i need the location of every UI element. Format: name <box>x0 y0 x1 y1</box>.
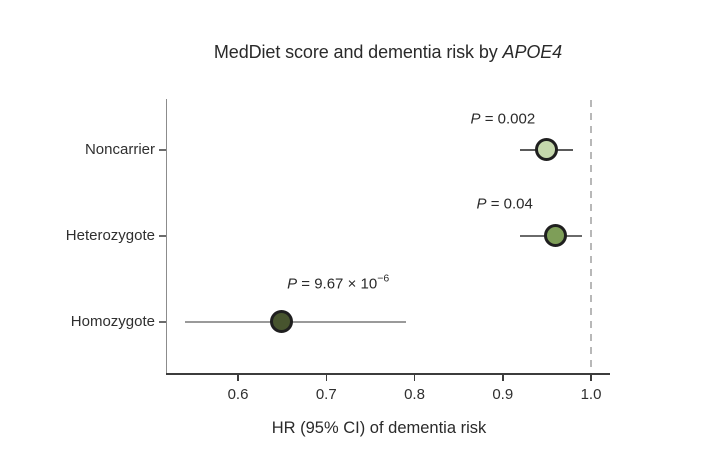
x-axis-tick-label: 0.8 <box>404 386 425 403</box>
y-axis-tick <box>159 235 166 237</box>
reference-line <box>590 100 592 372</box>
x-axis-line <box>166 373 610 375</box>
x-axis-label: HR (95% CI) of dementia risk <box>271 419 487 437</box>
p-value-label: P = 0.002 <box>471 111 536 128</box>
p-value-label: P = 0.04 <box>477 196 533 213</box>
hazard-ratio-marker <box>543 224 567 247</box>
x-axis-tick-label: 0.6 <box>227 386 249 403</box>
p-symbol: P <box>470 110 481 128</box>
p-equals: = <box>297 275 315 293</box>
hazard-ratio-marker <box>270 310 294 333</box>
category-label: Homozygote <box>70 313 155 330</box>
p-symbol: P <box>287 275 298 293</box>
x-axis-tick <box>325 374 327 381</box>
chart-title-gene: APOE4 <box>502 42 563 62</box>
p-value-exponent: −6 <box>377 272 390 285</box>
y-axis-tick <box>159 321 166 323</box>
x-axis-tick <box>502 374 504 381</box>
x-axis-tick-label: 0.9 <box>492 386 514 403</box>
category-label: Heterozygote <box>65 227 155 244</box>
x-axis-tick <box>590 374 592 381</box>
y-axis-tick <box>159 149 166 151</box>
p-value: 9.67 × 10 <box>314 275 378 293</box>
hazard-ratio-marker <box>534 138 558 161</box>
x-axis-tick-label: 0.7 <box>315 386 337 403</box>
x-axis-tick <box>413 374 416 381</box>
p-value-label: P = 9.67 × 10−6 <box>287 272 390 293</box>
p-equals: = <box>486 195 504 213</box>
p-symbol: P <box>476 195 487 213</box>
y-axis-line <box>166 99 168 373</box>
confidence-interval-line <box>185 321 406 323</box>
p-equals: = <box>480 110 498 128</box>
chart-title: MedDiet score and dementia risk by APOE4 <box>150 42 626 63</box>
category-label: Noncarrier <box>84 141 155 158</box>
x-axis-tick <box>237 374 239 381</box>
p-value: 0.002 <box>497 110 536 128</box>
chart-title-text: MedDiet score and dementia risk by <box>213 42 503 62</box>
x-axis-tick-label: 1.0 <box>580 386 602 403</box>
p-value: 0.04 <box>503 195 533 213</box>
